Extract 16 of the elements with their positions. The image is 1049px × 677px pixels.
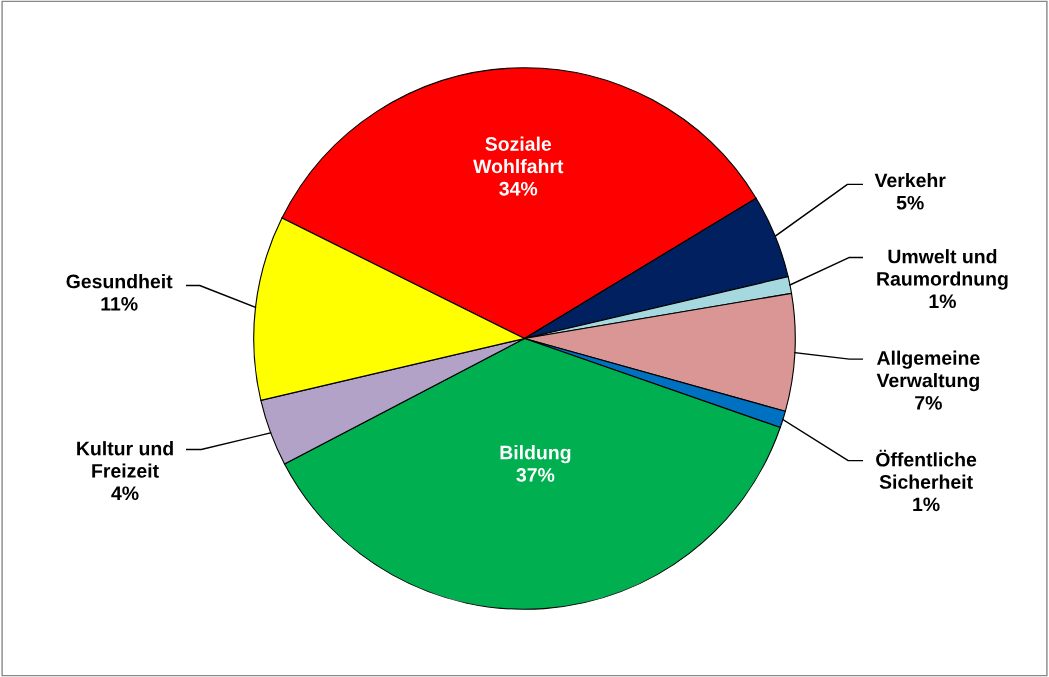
slice-label: Allgemeine Verwaltung	[876, 350, 980, 392]
slice-label: Gesundheit	[66, 274, 173, 289]
data-label: 1%	[913, 497, 940, 512]
data-label: 5%	[896, 195, 924, 210]
slice-label: Bildung	[500, 445, 571, 464]
slice-label: Verkehr	[874, 172, 946, 188]
slice-label: Kultur und Freizeit	[77, 441, 173, 478]
data-label: 34%	[499, 181, 538, 196]
slice-label: Soziale Wohlfahrt	[473, 136, 564, 174]
slice-label: Umwelt und Raumordnung	[877, 249, 1008, 290]
slice-label: Öffentliche Sicherheit	[876, 449, 977, 489]
data-label: 1%	[929, 294, 956, 309]
data-label: 37%	[516, 468, 555, 482]
data-label: 4%	[111, 486, 139, 501]
data-label: 7%	[915, 396, 942, 410]
data-label: 11%	[101, 296, 138, 311]
